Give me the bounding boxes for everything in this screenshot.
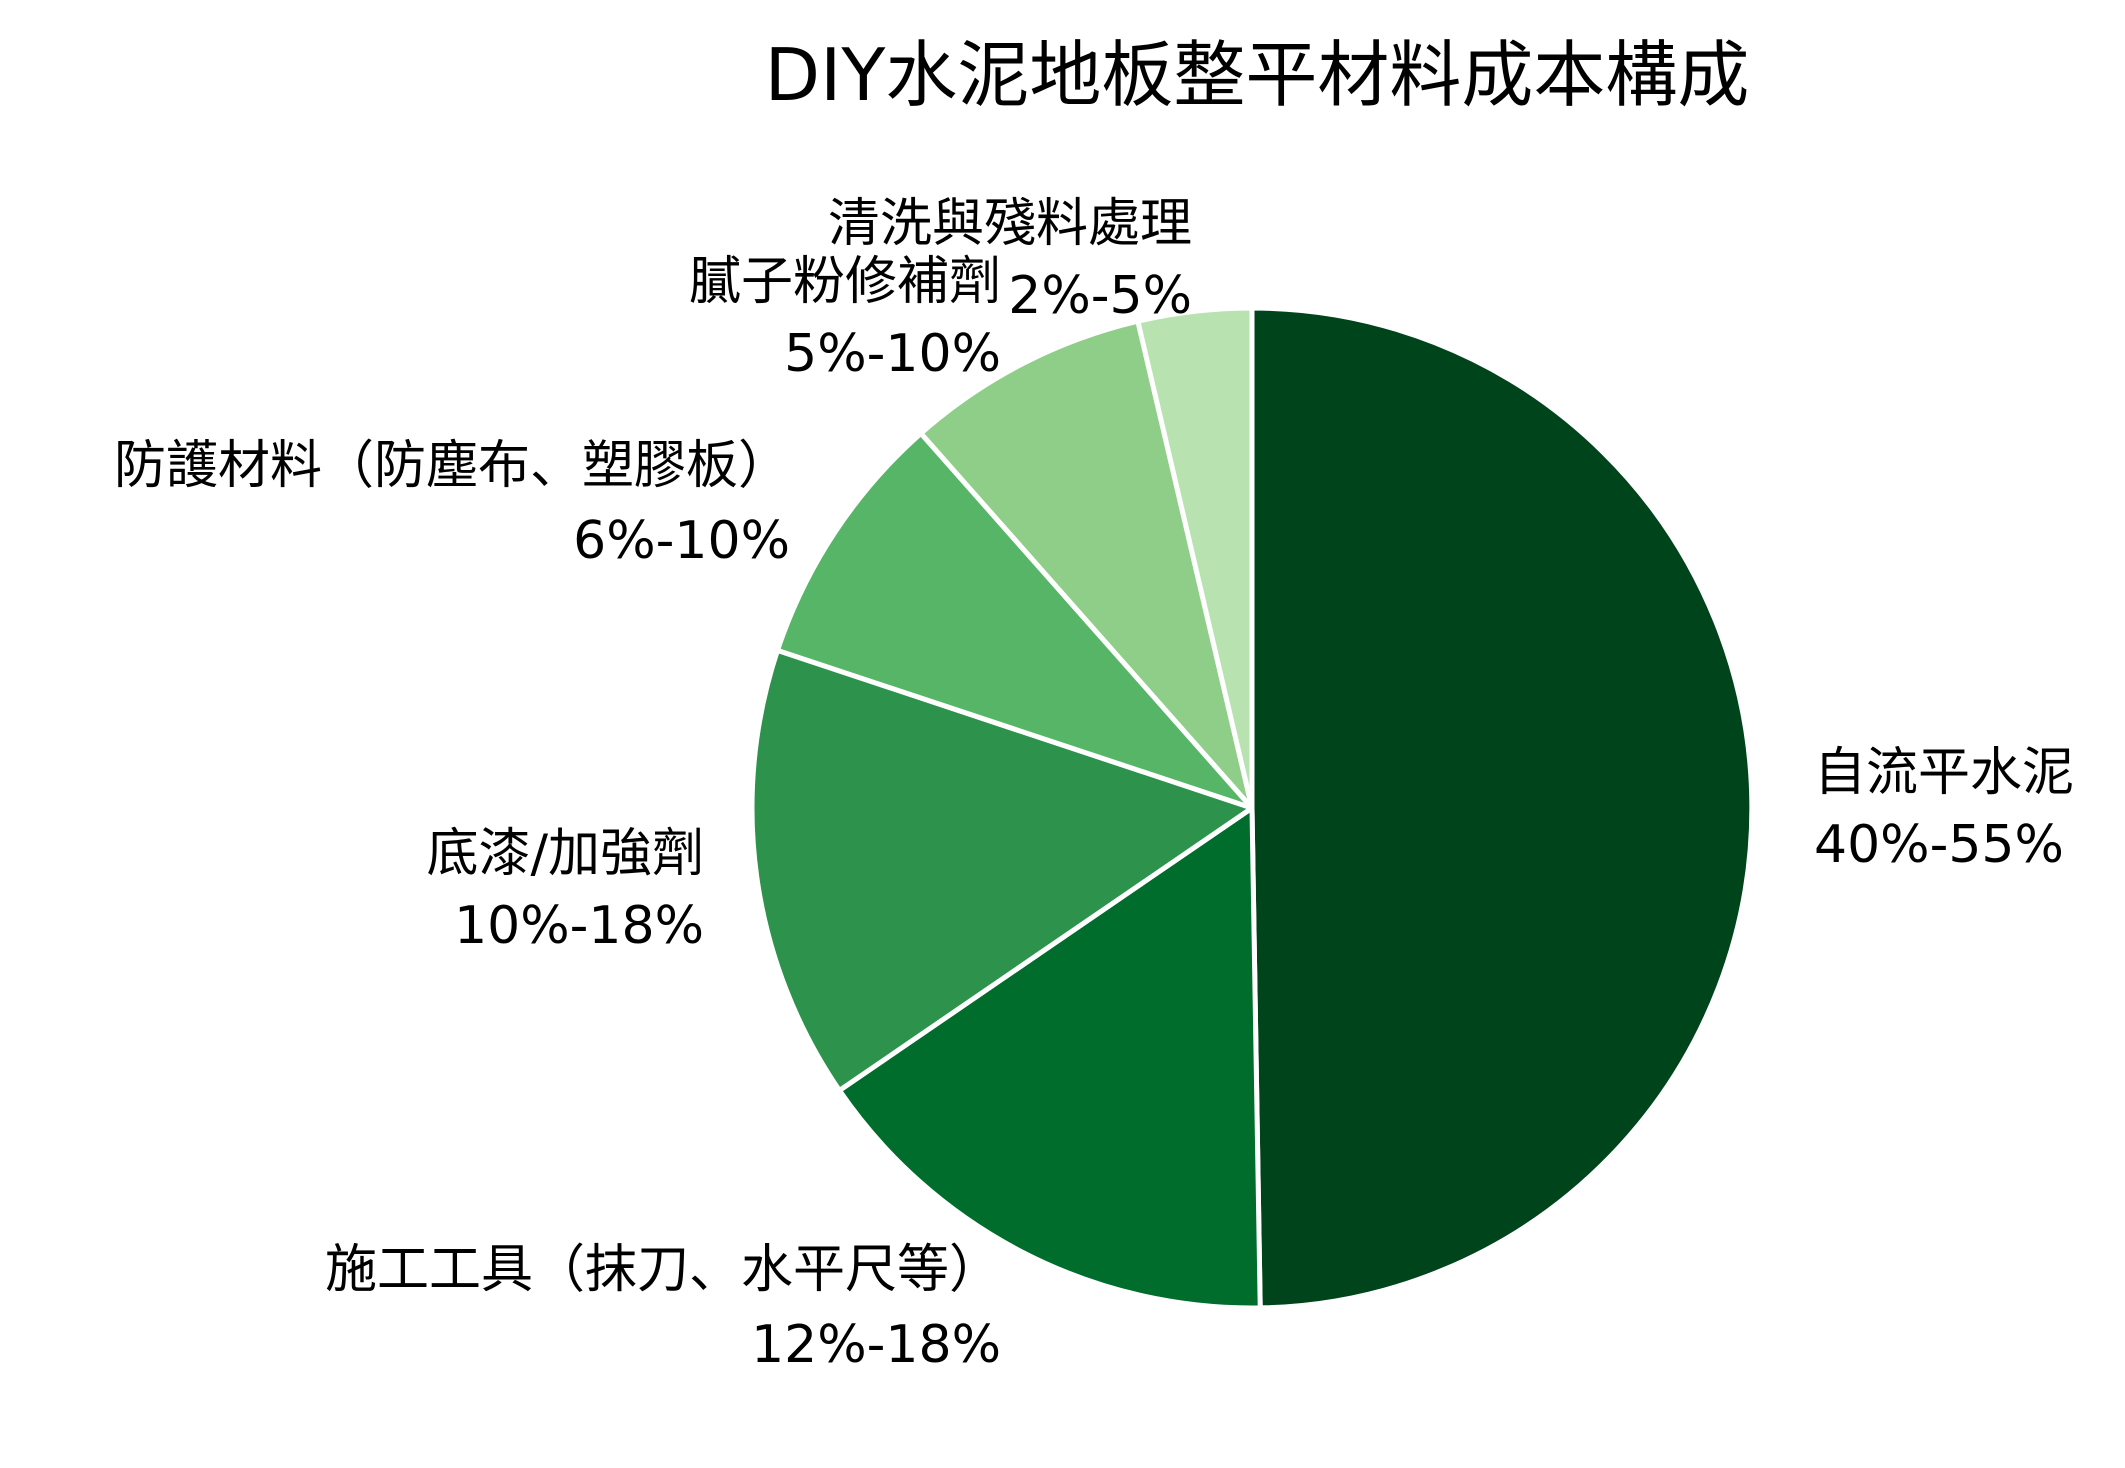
slice-label-3: 防護材料（防塵布、塑膠板） 6%-10% (114, 436, 790, 571)
slice-label-range: 5%-10% (784, 324, 1001, 384)
chart-title: DIY水泥地板整平材料成本構成 (765, 33, 1750, 117)
slice-label-range: 40%-55% (1814, 815, 2064, 875)
slice-label-name: 自流平水泥 (1814, 743, 2074, 803)
slice-label-name: 防護材料（防塵布、塑膠板） (114, 436, 790, 496)
slice-label-name: 施工工具（抹刀、水平尺等） (325, 1240, 1001, 1300)
pie-slice (836, 805, 1263, 1311)
slice-label-range: 2%-5% (1008, 266, 1192, 326)
pie-slice (1135, 305, 1255, 811)
slice-label-5: 清洗與殘料處理 2%-5% (828, 194, 1192, 326)
slice-label-0: 自流平水泥 40%-55% (1814, 743, 2074, 875)
slice-label-2: 底漆/加強劑 10%-18% (426, 824, 704, 956)
pie-slice (1249, 305, 1755, 1311)
pie-slices (749, 305, 1755, 1311)
slice-label-name: 膩子粉修補劑 (689, 252, 1001, 312)
slice-label-4: 膩子粉修補劑 5%-10% (689, 252, 1001, 384)
pie-slice (918, 318, 1255, 811)
slice-label-name: 清洗與殘料處理 (828, 194, 1192, 254)
slice-label-range: 10%-18% (454, 896, 704, 956)
slice-label-1: 施工工具（抹刀、水平尺等） 12%-18% (325, 1240, 1001, 1375)
slice-label-range: 12%-18% (751, 1315, 1001, 1375)
pie-slice (749, 647, 1255, 1093)
pie-slice (775, 430, 1255, 811)
slice-label-range: 6%-10% (573, 511, 790, 571)
slice-label-name: 底漆/加強劑 (426, 824, 704, 884)
